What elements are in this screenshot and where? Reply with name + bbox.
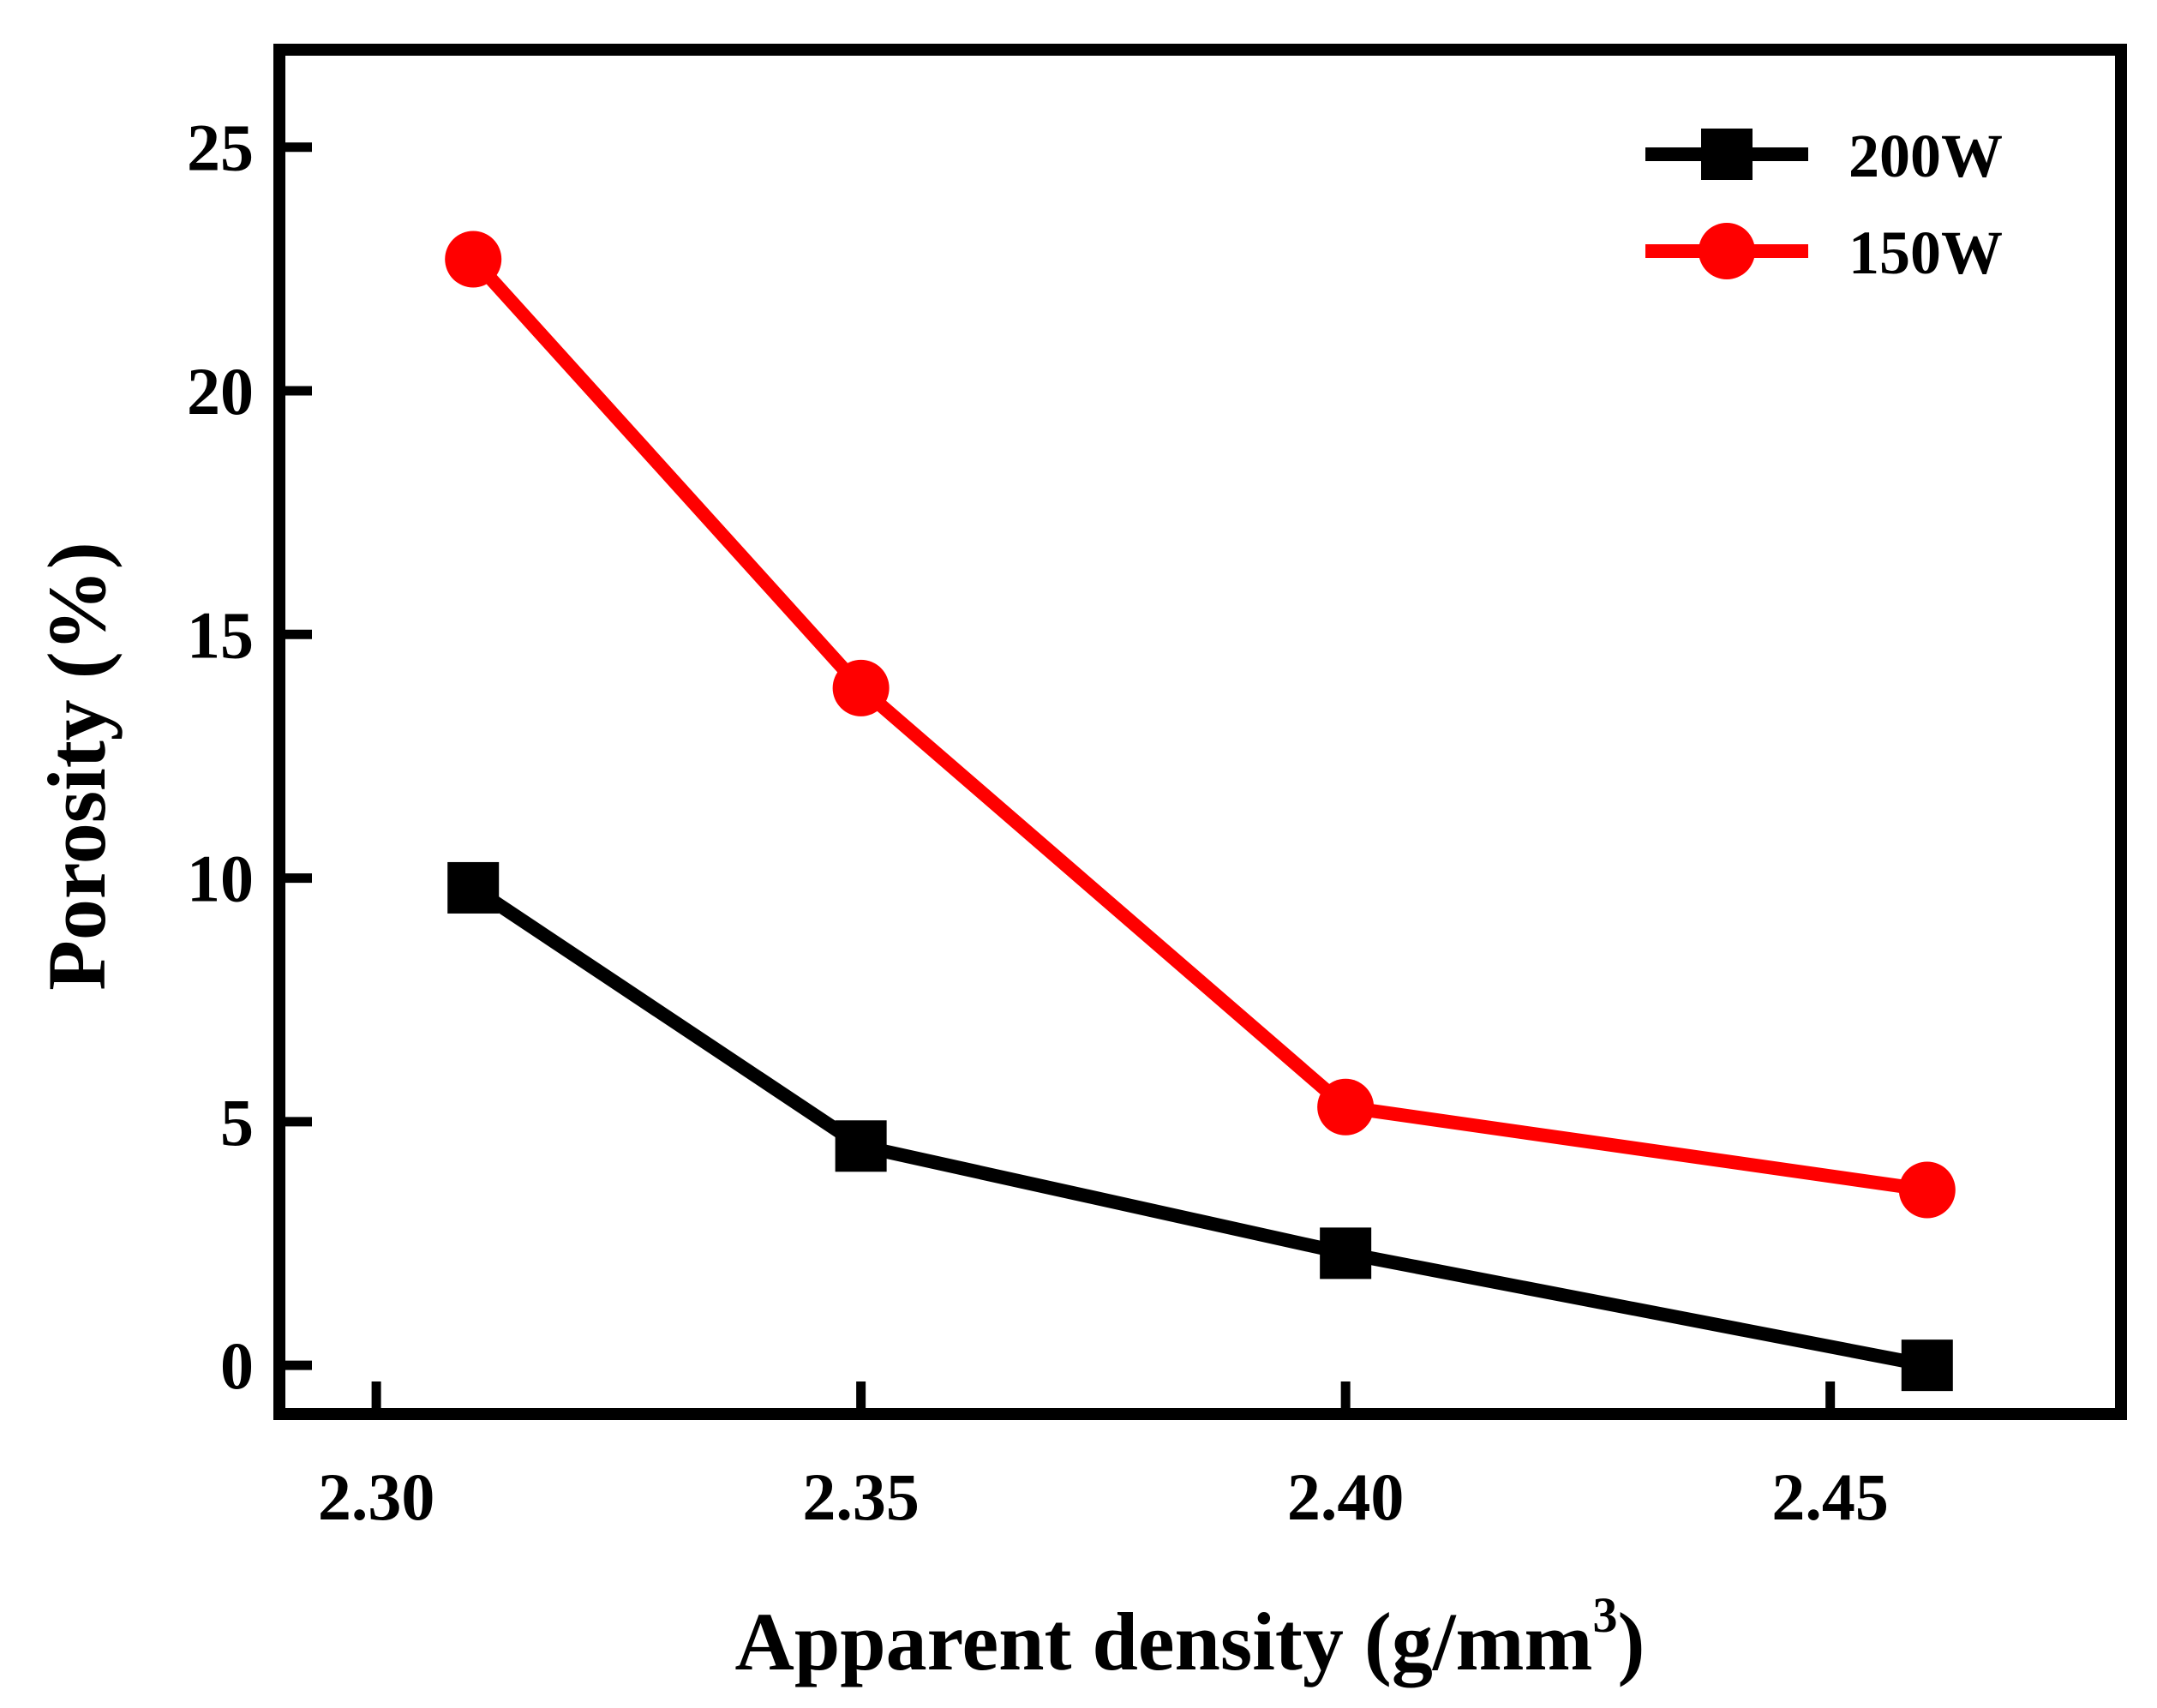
x-axis-title: Apparent density (g/mm3) <box>735 1587 1645 1687</box>
x-tick-label: 2.40 <box>1287 1459 1405 1534</box>
legend-label-200W: 200W <box>1848 122 2003 190</box>
data-point-150W <box>832 659 890 716</box>
y-tick-label: 5 <box>220 1085 254 1160</box>
x-tick-label: 2.35 <box>802 1459 920 1534</box>
y-axis-title: Porosity (%) <box>31 542 123 990</box>
y-tick-label: 10 <box>187 842 254 916</box>
series-line-200W <box>469 882 1929 1372</box>
y-tick-label: 25 <box>187 111 254 185</box>
data-point-150W <box>1898 1161 1956 1219</box>
ticks-layer: 0 5 10 15 20 25 2.30 2.35 2.40 2.45 <box>187 111 1889 1534</box>
data-point-200W <box>1320 1227 1372 1280</box>
series-line-150W <box>468 255 1928 1197</box>
y-tick-label: 20 <box>187 354 254 428</box>
legend-label-150W: 150W <box>1848 219 2003 287</box>
x-tick-label: 2.30 <box>318 1459 435 1534</box>
x-axis-title-main: Apparent density (g/mm <box>735 1596 1593 1687</box>
legend-marker-150W <box>1699 223 1755 279</box>
plot-frame <box>273 44 2127 1420</box>
data-point-200W <box>1901 1339 1953 1392</box>
data-point-150W <box>1317 1078 1375 1136</box>
legend: 200W 150W <box>1645 122 2003 287</box>
y-tick-label: 15 <box>187 597 254 672</box>
x-tick-label: 2.45 <box>1771 1459 1889 1534</box>
data-point-150W <box>445 231 502 288</box>
x-axis-title-close: ) <box>1617 1596 1645 1687</box>
y-tick-label: 0 <box>220 1328 254 1403</box>
data-point-200W <box>835 1120 887 1172</box>
x-axis-title-superscript: 3 <box>1592 1587 1617 1643</box>
series-layer <box>445 231 1956 1392</box>
data-point-200W <box>447 861 500 914</box>
legend-marker-200W <box>1701 129 1753 180</box>
